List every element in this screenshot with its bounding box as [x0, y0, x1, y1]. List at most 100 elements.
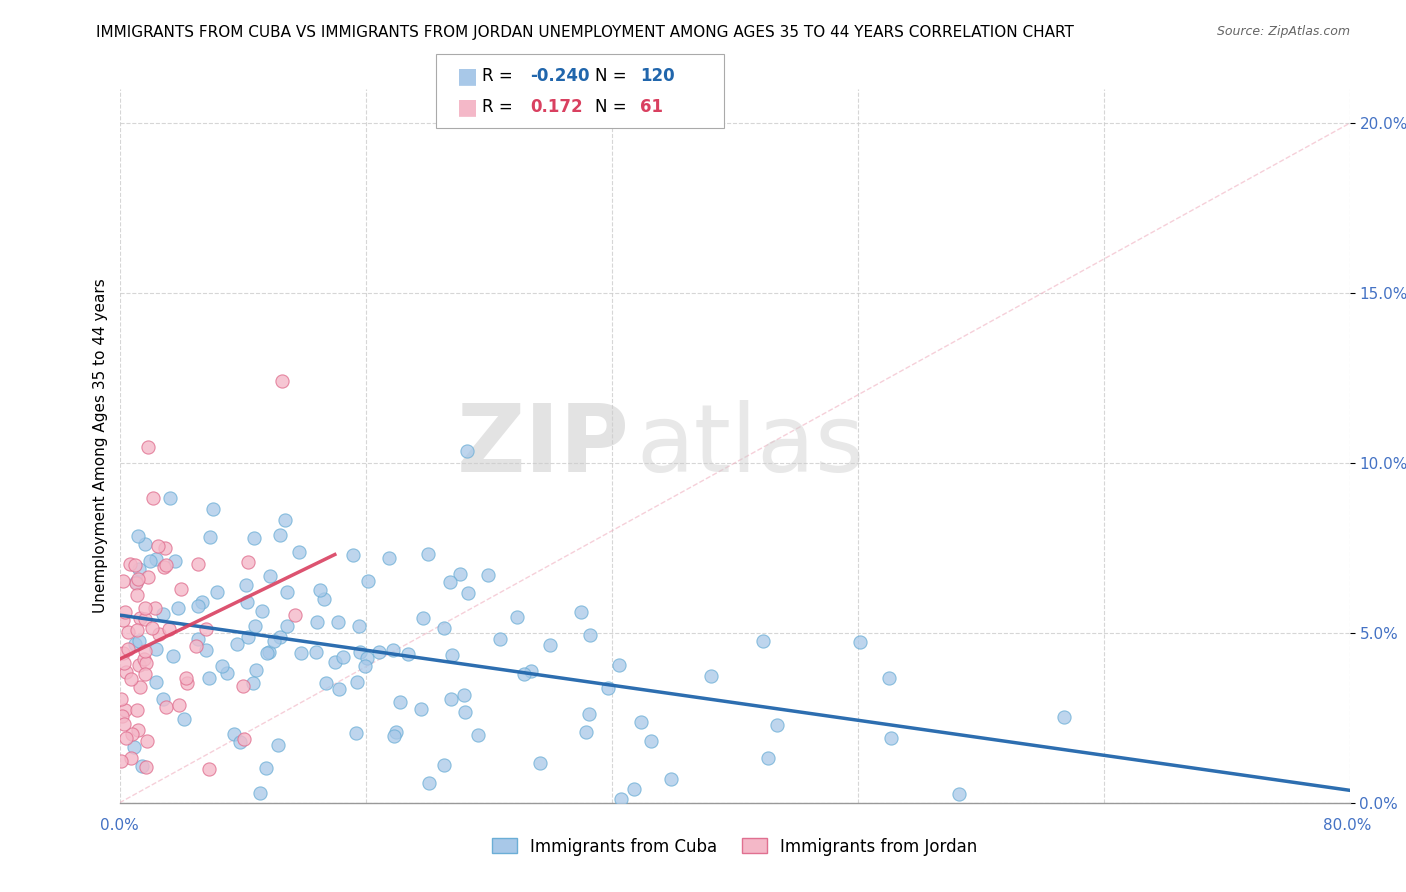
Point [136, 734, 159, 748]
Point [195, 643, 218, 657]
Text: ■: ■ [457, 66, 478, 86]
Point [112, 717, 135, 731]
Point [254, 761, 277, 775]
Point [134, 666, 156, 681]
Text: N =: N = [595, 98, 631, 116]
Point [441, 648, 464, 663]
Point [630, 714, 652, 729]
Point [155, 541, 177, 556]
Point [145, 675, 167, 690]
Point [145, 552, 167, 566]
Point [125, 574, 148, 589]
Point [610, 792, 633, 806]
Point [356, 651, 378, 665]
Point [125, 575, 148, 590]
Point [173, 712, 195, 726]
Point [276, 585, 298, 599]
Point [167, 601, 190, 615]
Text: IMMIGRANTS FROM CUBA VS IMMIGRANTS FROM JORDAN UNEMPLOYMENT AMONG AGES 35 TO 44 : IMMIGRANTS FROM CUBA VS IMMIGRANTS FROM … [96, 25, 1074, 40]
Point [756, 751, 779, 765]
Point [236, 555, 259, 569]
Point [120, 672, 142, 686]
Point [256, 646, 278, 660]
Point [575, 724, 598, 739]
Point [389, 695, 412, 709]
Point [326, 615, 349, 630]
Point [454, 705, 477, 719]
Point [136, 570, 159, 584]
Point [236, 631, 259, 645]
Text: 80.0%: 80.0% [1323, 818, 1371, 833]
Point [135, 760, 157, 774]
Point [607, 658, 630, 673]
Point [396, 647, 419, 661]
Point [111, 709, 134, 723]
Point [538, 638, 561, 652]
Point [190, 595, 212, 609]
Point [235, 577, 257, 591]
Point [110, 691, 132, 706]
Text: 120: 120 [640, 67, 675, 85]
Point [305, 645, 328, 659]
Point [134, 643, 156, 657]
Point [124, 739, 146, 754]
Point [152, 692, 174, 706]
Point [127, 703, 149, 717]
Point [128, 633, 150, 648]
Point [207, 585, 229, 599]
Point [249, 786, 271, 800]
Point [118, 557, 141, 571]
Legend: Immigrants from Cuba, Immigrants from Jordan: Immigrants from Cuba, Immigrants from Jo… [485, 831, 984, 863]
Point [114, 605, 136, 619]
Text: 0.0%: 0.0% [100, 818, 139, 833]
Point [880, 731, 903, 746]
Point [127, 723, 149, 738]
Point [307, 615, 329, 629]
Text: ZIP: ZIP [457, 400, 630, 492]
Point [276, 618, 298, 632]
Point [127, 572, 149, 586]
Point [433, 757, 456, 772]
Point [233, 732, 256, 747]
Point [157, 622, 180, 636]
Point [948, 787, 970, 801]
Point [274, 513, 297, 527]
Point [578, 706, 600, 721]
Point [211, 659, 233, 673]
Point [134, 600, 156, 615]
Point [752, 634, 775, 648]
Point [170, 582, 193, 596]
Point [506, 610, 529, 624]
Point [228, 735, 250, 749]
Point [623, 781, 645, 796]
Point [356, 574, 378, 589]
Point [125, 623, 148, 637]
Point [236, 595, 259, 609]
Point [243, 619, 266, 633]
Point [520, 664, 543, 678]
Point [412, 611, 434, 625]
Point [259, 569, 281, 583]
Point [112, 656, 135, 670]
Point [114, 731, 136, 745]
Point [120, 751, 142, 765]
Point [513, 667, 536, 681]
Y-axis label: Unemployment Among Ages 35 to 44 years: Unemployment Among Ages 35 to 44 years [93, 278, 108, 614]
Point [115, 665, 138, 679]
Text: ■: ■ [457, 97, 478, 117]
Point [385, 724, 408, 739]
Point [163, 553, 186, 567]
Point [323, 655, 346, 669]
Point [135, 656, 157, 670]
Point [112, 574, 135, 588]
Point [766, 718, 789, 732]
Text: atlas: atlas [636, 400, 865, 492]
Point [315, 676, 337, 690]
Point [849, 635, 872, 649]
Point [290, 646, 312, 660]
Point [121, 727, 143, 741]
Point [411, 702, 433, 716]
Point [128, 657, 150, 672]
Point [136, 441, 159, 455]
Point [245, 663, 267, 677]
